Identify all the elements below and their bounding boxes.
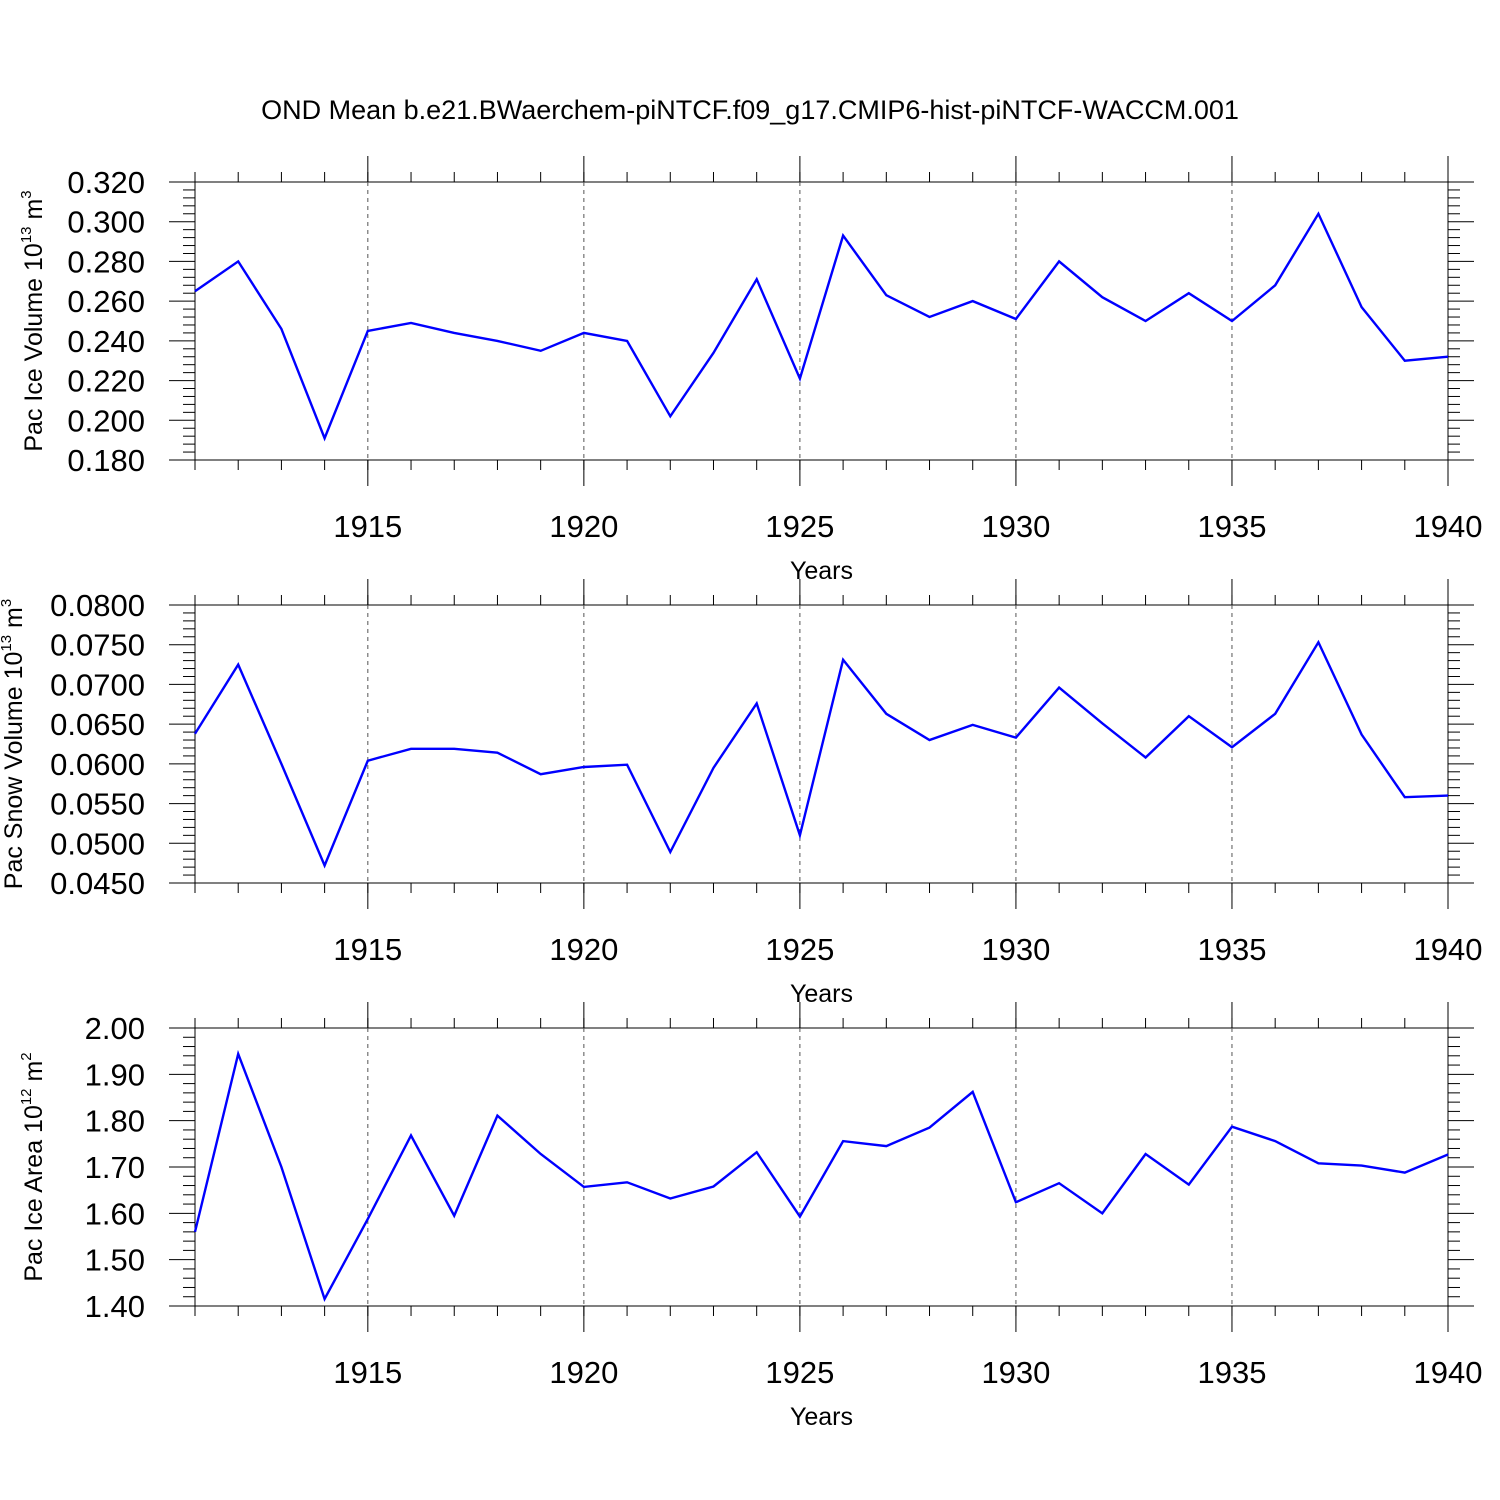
series-line [193,639,1449,869]
x-tick-label: 1920 [549,509,618,544]
y-tick-label: 0.0700 [50,667,145,702]
x-tick-label: 1915 [333,509,402,544]
x-tick-label: 1930 [981,1355,1050,1390]
y-tick-label: 1.80 [85,1104,145,1139]
x-tick-label: 1930 [981,509,1050,544]
x-tick-label: 1915 [333,1355,402,1390]
x-tick-label: 1920 [549,932,618,967]
y-tick-label: 1.90 [85,1057,145,1092]
y-tick-label: 0.0600 [50,747,145,782]
panels-group: 1915 1920 1925 1930 1935 1940 0.180 0.200 0.220 0… [0,156,1482,1431]
y-tick-label: 0.0450 [50,866,145,901]
y-axis-title: Pac Ice Area 1012 m2 [18,1052,48,1281]
y-axis-title: Pac Snow Volume 1013 m3 [0,599,28,889]
panel-3: 1915 1920 1925 1930 1935 1940 1.40 1.50 1.60 1.70… [18,1002,1482,1431]
y-tick-label: 0.200 [67,403,145,438]
y-tick-label: 0.280 [67,244,145,279]
x-tick-label: 1935 [1197,509,1266,544]
x-tick-label: 1940 [1414,509,1483,544]
y-axis-title: Pac Ice Volume 1013 m3 [18,190,48,451]
x-tick-label: 1935 [1197,1355,1266,1390]
x-tick-label: 1940 [1414,932,1483,967]
x-tick-label: 1915 [333,932,402,967]
series-line [193,1049,1449,1303]
x-tick-label: 1940 [1414,1355,1483,1390]
series-line [194,211,1449,442]
x-axis-title: Years [790,980,853,1008]
x-tick-label: 1925 [765,1355,834,1390]
y-tick-label: 0.180 [67,443,145,478]
x-tick-label: 1925 [765,509,834,544]
y-tick-label: 0.0500 [50,826,145,861]
x-tick-label: 1935 [1197,932,1266,967]
figure-title: OND Mean b.e21.BWaerchem-piNTCF.f09_g17.… [261,95,1239,125]
x-tick-label: 1920 [549,1355,618,1390]
y-tick-label: 1.40 [85,1289,145,1324]
x-tick-label: 1930 [981,932,1050,967]
y-tick-label: 1.70 [85,1150,145,1185]
panel-1: 1915 1920 1925 1930 1935 1940 0.180 0.200 0.220 0… [18,156,1482,585]
panel-2: 1915 1920 1925 1930 1935 1940 0.0450 0.0500 0.05… [0,579,1482,1008]
y-tick-label: 0.0550 [50,787,145,822]
y-tick-label: 0.240 [67,324,145,359]
y-tick-label: 0.220 [67,364,145,399]
x-tick-label: 1925 [765,932,834,967]
y-tick-label: 0.0750 [50,628,145,663]
y-tick-label: 0.0650 [50,707,145,742]
x-axis-title: Years [790,1403,853,1431]
y-tick-label: 1.50 [85,1243,145,1278]
y-tick-label: 2.00 [85,1011,145,1046]
y-tick-label: 0.260 [67,284,145,319]
x-axis-title: Years [790,557,853,585]
y-tick-label: 0.0800 [50,588,145,623]
y-tick-label: 0.300 [67,205,145,240]
y-tick-label: 1.60 [85,1196,145,1231]
y-tick-label: 0.320 [67,165,145,200]
